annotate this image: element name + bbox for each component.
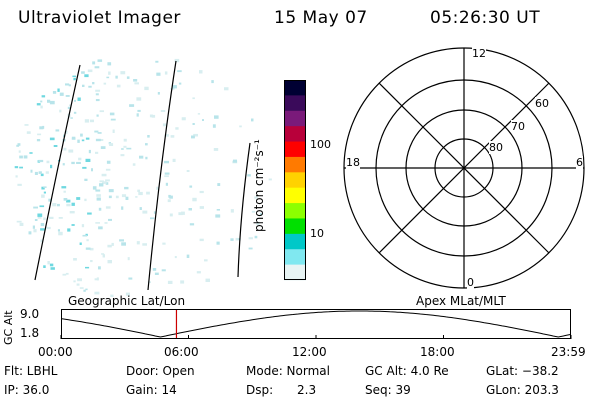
- geographic-lon-line-1: [34, 64, 81, 281]
- info-filter: Flt: LBHL: [4, 364, 58, 378]
- info-dsp-label: Dsp:: [246, 383, 274, 397]
- colorbar-segment: [284, 264, 306, 281]
- colorbar-segment: [284, 172, 306, 189]
- info-seq: Seq: 39: [365, 383, 411, 397]
- colorbar-segment: [284, 110, 306, 127]
- colorbar-segment: [284, 233, 306, 250]
- mlt-label-0: 0: [467, 276, 474, 289]
- info-mode: Mode: Normal: [246, 364, 330, 378]
- colorbar-segment: [284, 80, 306, 96]
- timeline-x-tick-4: 23:59: [551, 345, 586, 359]
- colorbar-segment: [284, 249, 306, 266]
- lat-label-70: 70: [511, 120, 525, 133]
- timeline-right-title: Apex MLat/MLT: [416, 294, 506, 308]
- colorbar-segment: [284, 126, 306, 143]
- lat-label-80: 80: [489, 141, 503, 154]
- timeline-y-tick-min: 1.8: [20, 326, 40, 340]
- timeline-x-tick-2: 12:00: [292, 345, 327, 359]
- colorbar-segment: [284, 95, 306, 112]
- colorbar-segment: [284, 156, 306, 173]
- geographic-lon-line-2: [147, 60, 177, 291]
- timeline-x-tick-3: 18:00: [420, 345, 455, 359]
- info-door: Door: Open: [126, 364, 195, 378]
- timeline-y-label: GC Alt: [2, 310, 15, 345]
- info-gain: Gain: 14: [126, 383, 177, 397]
- info-ip: IP: 36.0: [4, 383, 50, 397]
- colorbar-segment: [284, 218, 306, 235]
- colorbar-segment: [284, 187, 306, 204]
- polar-grid: [343, 47, 585, 289]
- info-glon: GLon: 203.3: [486, 383, 559, 397]
- colorbar-tick-100: 100: [310, 138, 331, 151]
- time-label: 05:26:30 UT: [430, 8, 541, 28]
- mlt-label-6: 6: [576, 156, 583, 169]
- timeline-x-tick-1: 06:00: [164, 345, 199, 359]
- info-gc-alt: GC Alt: 4.0 Re: [365, 364, 449, 378]
- timeline-left-title: Geographic Lat/Lon: [68, 294, 186, 308]
- mlt-label-12: 12: [472, 47, 486, 60]
- colorbar-tick-10: 10: [310, 227, 324, 240]
- date-label: 15 May 07: [274, 8, 368, 28]
- info-dsp-value: 2.3: [297, 383, 317, 397]
- altitude-curve: [60, 310, 572, 338]
- info-glat: GLat: −38.2: [486, 364, 559, 378]
- uv-image-panel: [14, 58, 272, 297]
- colorbar: [284, 80, 306, 281]
- timeline-x-tick-0: 00:00: [38, 345, 73, 359]
- colorbar-unit-label: photon cm⁻²s⁻¹: [252, 139, 266, 232]
- colorbar-segment: [284, 203, 306, 219]
- uv-emission-speckles: [14, 58, 272, 297]
- timeline-y-tick-max: 9.0: [20, 307, 40, 321]
- geographic-lon-line-3: [237, 142, 251, 278]
- mlt-label-18: 18: [346, 156, 360, 169]
- lat-label-60: 60: [535, 97, 549, 110]
- timeline-plot: [60, 309, 572, 339]
- colorbar-segment: [284, 141, 306, 158]
- instrument-title: Ultraviolet Imager: [18, 8, 181, 28]
